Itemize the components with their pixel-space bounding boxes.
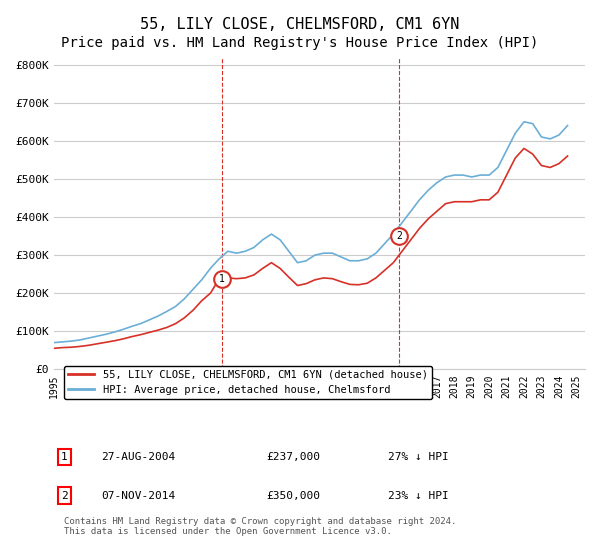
Text: 23% ↓ HPI: 23% ↓ HPI xyxy=(388,491,449,501)
Text: 1: 1 xyxy=(219,274,224,284)
Text: 27-AUG-2004: 27-AUG-2004 xyxy=(101,452,176,462)
Text: 07-NOV-2014: 07-NOV-2014 xyxy=(101,491,176,501)
Text: 2: 2 xyxy=(397,231,403,241)
Text: £237,000: £237,000 xyxy=(266,452,320,462)
Text: £350,000: £350,000 xyxy=(266,491,320,501)
Text: 2: 2 xyxy=(61,491,68,501)
Text: 27% ↓ HPI: 27% ↓ HPI xyxy=(388,452,449,462)
Text: Price paid vs. HM Land Registry's House Price Index (HPI): Price paid vs. HM Land Registry's House … xyxy=(61,36,539,50)
Text: Contains HM Land Registry data © Crown copyright and database right 2024.
This d: Contains HM Land Registry data © Crown c… xyxy=(64,517,457,536)
Text: 55, LILY CLOSE, CHELMSFORD, CM1 6YN: 55, LILY CLOSE, CHELMSFORD, CM1 6YN xyxy=(140,17,460,32)
Legend: 55, LILY CLOSE, CHELMSFORD, CM1 6YN (detached house), HPI: Average price, detach: 55, LILY CLOSE, CHELMSFORD, CM1 6YN (det… xyxy=(64,366,432,399)
Text: 1: 1 xyxy=(61,452,68,462)
